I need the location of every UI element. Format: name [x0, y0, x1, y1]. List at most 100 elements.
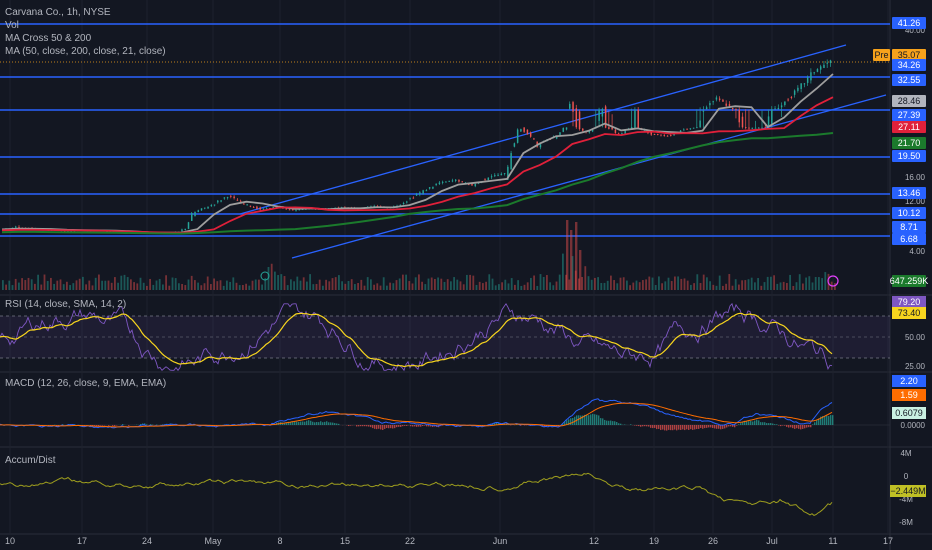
candle-body — [207, 206, 209, 209]
price-label-bg — [892, 121, 926, 133]
macd-histogram-bar — [666, 425, 668, 431]
candle-body — [438, 182, 441, 185]
price-label-bg — [892, 187, 926, 199]
candle-body — [604, 106, 607, 128]
macd-histogram-bar — [430, 425, 432, 427]
macd-histogram-bar — [162, 424, 164, 425]
candle-body — [660, 134, 662, 136]
volume-bar — [318, 279, 321, 290]
candle-body — [461, 181, 463, 183]
macd-histogram-bar — [390, 425, 392, 429]
macd-histogram-bar — [692, 425, 694, 430]
volume-bar — [757, 278, 759, 290]
macd-histogram-bar — [314, 422, 316, 425]
candle-body — [520, 129, 522, 132]
time-axis-tick: 11 — [828, 536, 837, 546]
volume-bar — [667, 277, 670, 290]
volume-bar — [130, 279, 132, 290]
volume-bar — [626, 280, 628, 290]
candle-body — [412, 197, 415, 199]
volume-bar — [699, 283, 702, 290]
macd-histogram-bar — [108, 425, 110, 426]
macd-histogram-bar — [570, 418, 572, 425]
candle-body — [556, 135, 558, 139]
candle-body — [816, 69, 819, 72]
macd-histogram-bar — [388, 425, 390, 429]
macd-histogram-bar — [304, 421, 306, 425]
volume-bar — [664, 281, 667, 290]
rsi-sma-line — [0, 312, 833, 368]
macd-histogram-bar — [830, 415, 832, 425]
candle-body — [428, 187, 431, 189]
macd-value-label: 0.6079 — [895, 408, 923, 418]
volume-bar — [575, 222, 578, 290]
price-label: 8.71 — [900, 222, 918, 232]
volume-bar — [270, 263, 273, 290]
candle-body — [709, 103, 711, 106]
macd-histogram-bar — [812, 424, 814, 425]
volume-bar — [779, 282, 782, 290]
candle-body — [539, 144, 542, 148]
macd-histogram-bar — [660, 425, 662, 431]
macd-histogram-bar — [802, 425, 804, 429]
volume-bar — [373, 284, 375, 290]
volume-bar — [11, 285, 14, 290]
volume-bar — [562, 253, 564, 290]
macd-histogram-bar — [358, 425, 360, 427]
legend-vol: Vol — [5, 20, 19, 31]
macd-histogram-bar — [658, 425, 660, 429]
volume-bar — [66, 281, 68, 290]
macd-histogram-bar — [810, 425, 812, 428]
volume-bar — [171, 277, 174, 290]
volume-bar — [126, 277, 129, 290]
macd-histogram-bar — [654, 425, 656, 428]
volume-bar — [632, 282, 635, 290]
macd-histogram-bar — [818, 418, 820, 425]
macd-histogram-bar — [686, 425, 688, 430]
macd-histogram-bar — [410, 425, 412, 427]
macd-histogram-bar — [402, 425, 404, 427]
macd-histogram-bar — [620, 423, 622, 425]
macd-histogram-bar — [832, 415, 834, 425]
volume-bar — [264, 278, 267, 290]
price-label-bg — [892, 150, 926, 162]
macd-axis-tick: 0.0000 — [901, 421, 926, 430]
macd-histogram-bar — [770, 423, 772, 425]
macd-value-bg — [892, 407, 926, 419]
candle-body — [608, 127, 610, 129]
volume-bar — [75, 280, 78, 290]
macd-histogram-bar — [822, 416, 824, 425]
macd-histogram-bar — [90, 425, 92, 426]
macd-histogram-bar — [286, 422, 288, 425]
volume-bar — [776, 283, 779, 290]
volume-bar — [552, 285, 555, 290]
macd-histogram-bar — [668, 425, 670, 430]
price-axis-tick: 40.00 — [905, 26, 926, 35]
candle-body — [666, 135, 669, 137]
candle-body — [272, 206, 274, 208]
volume-bar — [334, 277, 337, 290]
volume-bar — [597, 277, 599, 290]
volume-bar — [763, 282, 766, 290]
candle-body — [220, 200, 222, 202]
macd-histogram-bar — [664, 425, 666, 431]
candle-body — [702, 110, 705, 112]
volume-bar — [741, 280, 743, 290]
candle-body — [614, 129, 617, 133]
earnings-marker — [827, 275, 839, 287]
macd-histogram-bar — [828, 416, 830, 425]
volume-bar — [507, 283, 510, 290]
candle-body — [197, 210, 200, 213]
volume-bar — [168, 285, 171, 290]
volume-bar — [805, 277, 807, 290]
candle-body — [829, 60, 832, 64]
volume-bar — [456, 279, 459, 290]
candle-body — [223, 197, 226, 199]
volume-bar — [392, 283, 395, 290]
macd-histogram-bar — [298, 421, 300, 425]
volume-bar — [322, 285, 324, 290]
candle-body — [722, 99, 724, 102]
volume-bar — [565, 274, 567, 290]
volume-bar — [453, 277, 455, 290]
